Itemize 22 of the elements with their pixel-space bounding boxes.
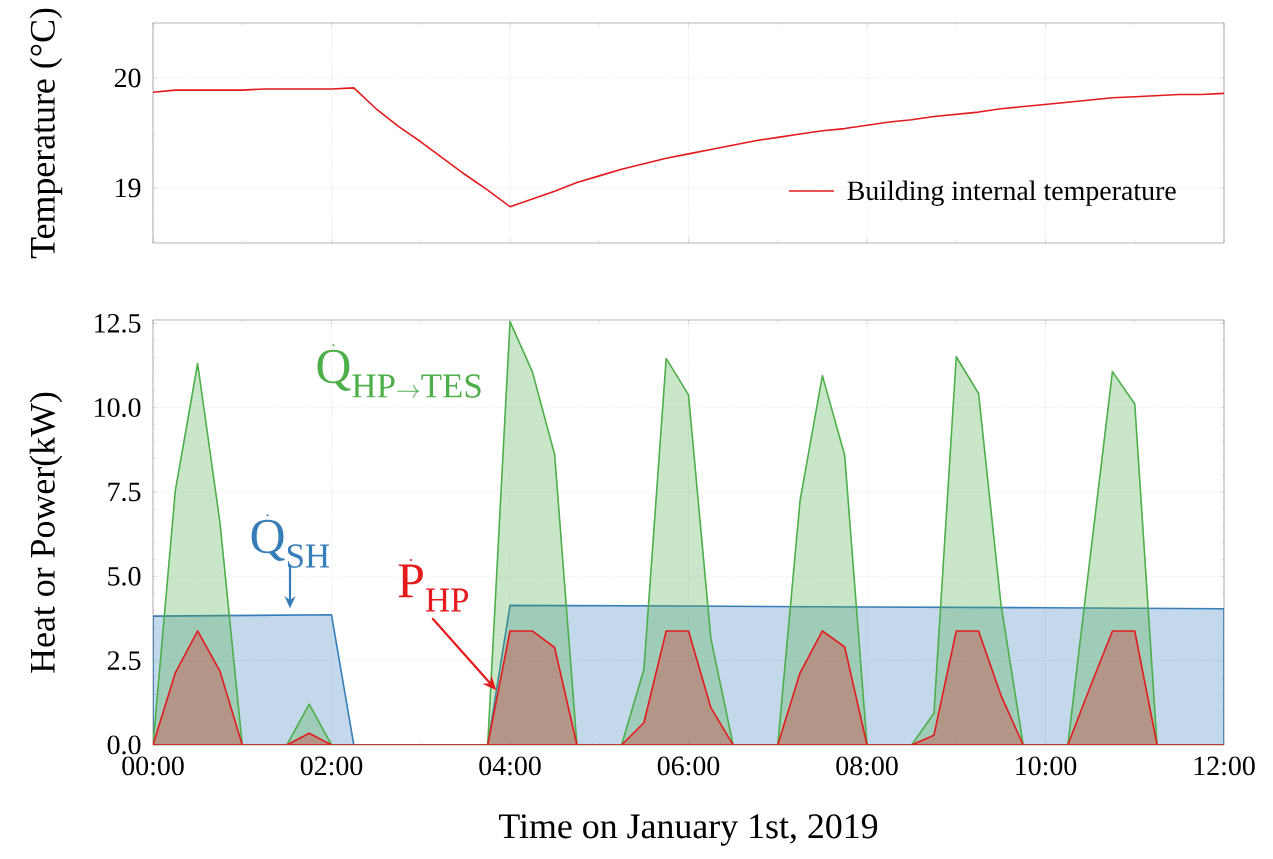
x-tick-label: 12:00	[1194, 756, 1255, 776]
x-tick-label: 00:00	[122, 756, 184, 776]
x-tick-label: 04:00	[479, 756, 541, 776]
x-tick-label: 06:00	[657, 756, 720, 776]
text: $\dot{\mathrm{P}}_{\mathrm{HP}}$	[398, 558, 469, 612]
x-axis-title: Time on January 1st, 2019	[499, 814, 878, 846]
y-tick-label: 5.0	[108, 566, 141, 586]
y-tick-label: 0.0	[107, 735, 141, 755]
text: $\dot{\mathrm{Q}}_{\mathrm{HP}\rightarrow\mathrm{TES}}$	[317, 344, 481, 398]
x-tick-label: 10:00	[1016, 756, 1077, 776]
y-tick-label: 7.5	[108, 482, 141, 502]
y-tick-label: 19	[116, 178, 141, 198]
y-axis-title: Heat or Power(kW)	[29, 392, 63, 673]
x-tick-label: 02:00	[300, 756, 363, 776]
y-tick-label: 2.5	[107, 651, 141, 671]
y-axis-title: Temperature (°C)	[29, 8, 63, 259]
y-tick-label: 10.0	[95, 398, 141, 418]
y-tick-label: 12.5	[95, 313, 141, 333]
x-tick-label: 08:00	[836, 756, 898, 776]
text: $\dot{\mathrm{Q}}_{\mathrm{SH}}$	[251, 514, 330, 568]
y-tick-label: 20	[114, 68, 141, 88]
legend-label: Building internal temperature	[847, 180, 1176, 206]
